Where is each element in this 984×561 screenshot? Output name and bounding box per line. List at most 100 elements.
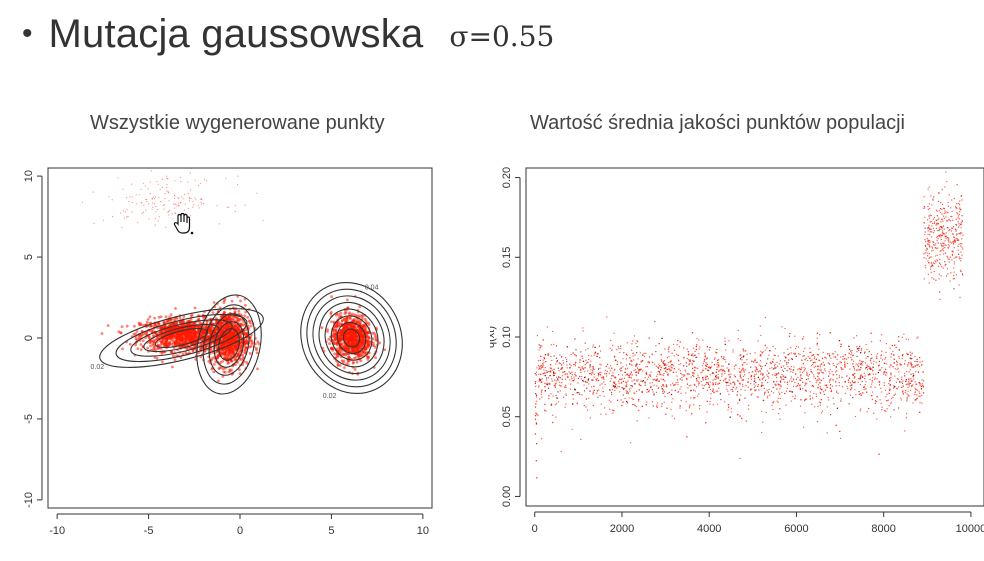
point (561, 375, 564, 377)
right-point-cloud (534, 171, 964, 479)
point (555, 382, 557, 384)
point (892, 396, 894, 398)
point (148, 218, 150, 220)
point (686, 378, 688, 381)
point (128, 200, 130, 202)
point (755, 371, 757, 373)
point (161, 186, 163, 189)
point (373, 332, 376, 335)
point (605, 413, 607, 415)
point (673, 355, 675, 357)
point (192, 200, 194, 202)
point (190, 313, 194, 317)
point (865, 344, 867, 346)
point (582, 330, 584, 332)
point (732, 351, 734, 353)
point (894, 375, 896, 377)
point (610, 378, 612, 380)
point (625, 390, 627, 392)
point (916, 398, 918, 400)
point (538, 380, 540, 382)
point (724, 372, 726, 374)
point (353, 336, 357, 339)
point (869, 360, 872, 362)
point (762, 421, 764, 423)
point (255, 348, 258, 352)
point (689, 359, 691, 361)
point (902, 391, 904, 393)
point (919, 401, 921, 404)
point (896, 361, 898, 364)
point (864, 375, 866, 377)
point (222, 301, 226, 304)
point (652, 379, 654, 381)
point (819, 366, 821, 368)
point (724, 359, 726, 361)
contour-ellipse (218, 328, 240, 361)
point (899, 364, 901, 366)
point (914, 381, 916, 383)
point (745, 420, 747, 422)
point (708, 386, 710, 388)
point (146, 200, 148, 202)
point (779, 397, 781, 400)
point (813, 357, 815, 359)
point (619, 378, 621, 381)
point (546, 371, 549, 373)
point (762, 372, 764, 375)
point (627, 392, 629, 394)
point (179, 345, 182, 349)
point (151, 348, 155, 352)
point (832, 362, 834, 365)
point (546, 377, 548, 379)
point (762, 377, 764, 379)
point (876, 355, 878, 357)
contour-ellipse (130, 319, 233, 357)
point (622, 380, 624, 382)
contour-ellipse (196, 294, 262, 395)
point (860, 375, 862, 377)
point (828, 381, 831, 383)
point (838, 381, 840, 384)
point (675, 382, 677, 384)
point (131, 211, 133, 213)
point (149, 181, 151, 183)
point (235, 336, 239, 339)
point (815, 365, 817, 367)
point (589, 365, 591, 367)
sigma-label: σ=0.55 (449, 19, 555, 53)
point (881, 406, 883, 408)
point (829, 373, 831, 375)
point (650, 385, 652, 387)
point (726, 388, 728, 390)
point (542, 359, 544, 361)
point (608, 372, 610, 374)
point (106, 324, 110, 327)
point (241, 353, 245, 357)
point (909, 369, 911, 371)
point (754, 374, 756, 376)
point (160, 341, 164, 345)
point (737, 329, 739, 331)
point (908, 381, 910, 383)
point (611, 375, 613, 377)
point (828, 399, 830, 401)
point (706, 411, 708, 413)
point (186, 326, 189, 330)
point (217, 379, 220, 383)
point (194, 179, 196, 181)
point (776, 376, 778, 379)
point (337, 346, 341, 350)
point (604, 369, 606, 371)
point (678, 346, 680, 348)
point (652, 391, 654, 393)
point (180, 201, 182, 203)
point (705, 383, 707, 386)
point (181, 352, 185, 356)
point (587, 409, 589, 411)
point (819, 364, 821, 366)
point (665, 385, 667, 387)
point (613, 332, 615, 334)
point (790, 365, 792, 368)
point (874, 378, 876, 380)
